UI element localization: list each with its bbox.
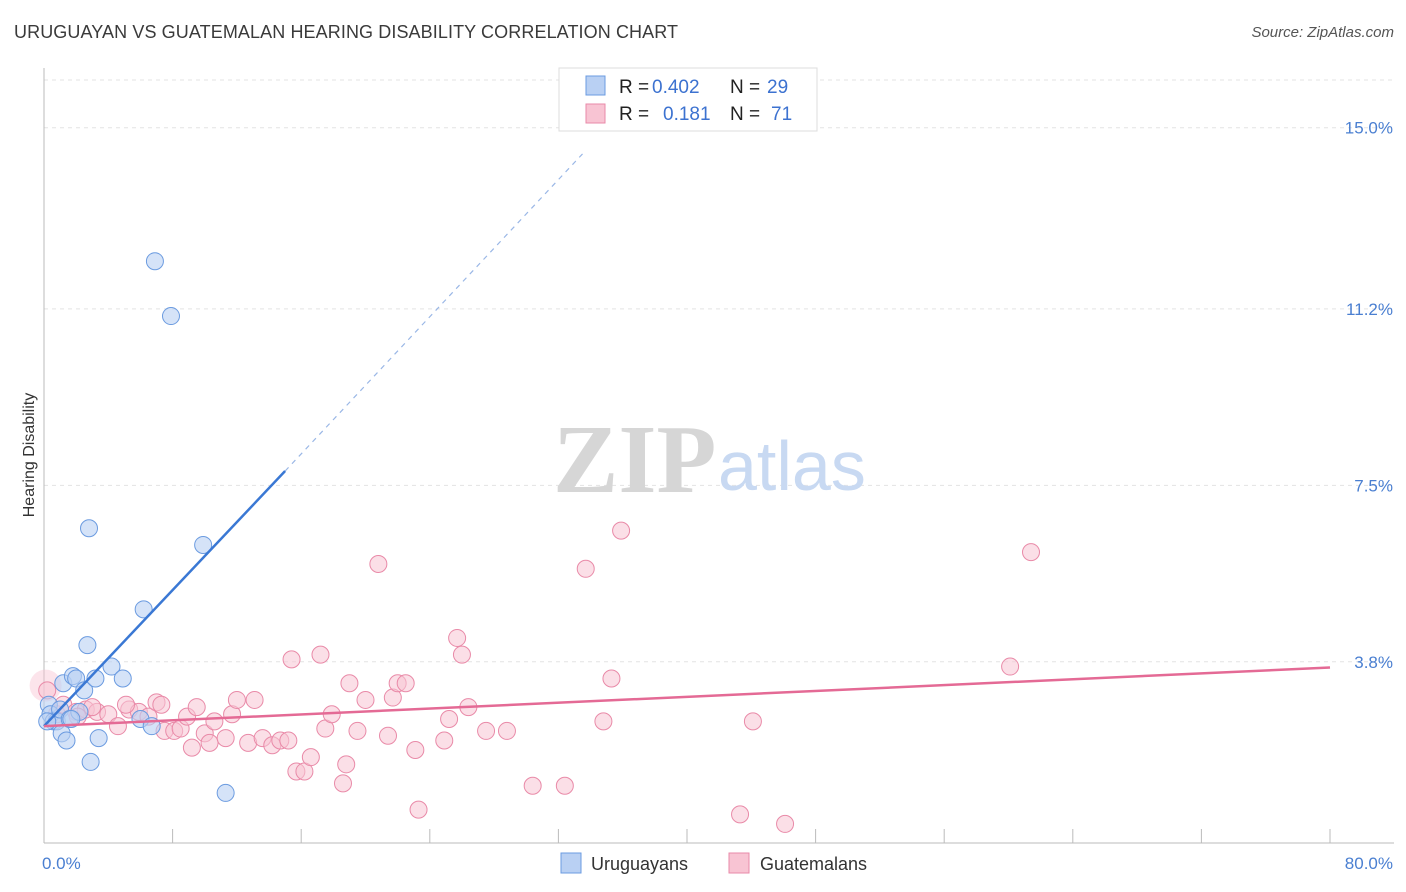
trend-lines (43, 153, 1331, 728)
guatemalans-point (731, 805, 750, 824)
guatemalans-point (523, 776, 542, 795)
uruguayans-point (113, 669, 132, 688)
series-legend: Uruguayans Guatemalans (560, 852, 867, 874)
guatemalans-point (409, 800, 428, 819)
guatemalans-point (116, 695, 135, 714)
guatemalans-points (29, 521, 1041, 833)
uruguayans-point (102, 657, 121, 676)
watermark-atlas: atlas (718, 427, 866, 505)
uruguayans-trend-extension (284, 153, 583, 472)
guatemalans-point (227, 690, 246, 709)
uruguayans-point (81, 752, 100, 771)
grid-lines (44, 79, 1394, 663)
guatemalans-point (108, 717, 127, 736)
uruguayans-point (145, 252, 164, 271)
guatemalans-point (448, 628, 467, 647)
guatemalans-point (152, 695, 171, 714)
legend-r-value-uruguayans: 0.402 (652, 77, 700, 98)
guatemalans-point (187, 698, 206, 717)
axes (43, 68, 1394, 844)
y-tick-label: 3.8% (1354, 653, 1393, 672)
x-tick-label-max: 80.0% (1345, 854, 1393, 873)
guatemalans-point (348, 721, 367, 740)
legend-r-value-guatemalans: 0.181 (663, 104, 711, 125)
stats-legend: R = 0.402 N = 29 R = 0.181 N = 71 (558, 67, 818, 132)
guatemalans-point (282, 650, 301, 669)
source-label: Source: ZipAtlas.com (1251, 24, 1394, 41)
guatemalans-point (396, 674, 415, 693)
bottom-legend-label-uruguayans: Uruguayans (591, 854, 688, 874)
guatemalans-point (576, 559, 595, 578)
legend-n-value-guatemalans: 71 (771, 104, 792, 125)
uruguayans-point (194, 535, 213, 554)
watermark: ZIP atlas (553, 406, 866, 514)
legend-swatch-uruguayans (585, 75, 606, 96)
y-axis-label: Hearing Disability (21, 393, 38, 518)
y-tick-label: 15.0% (1345, 119, 1393, 138)
guatemalans-point (602, 669, 621, 688)
guatemalans-point (369, 555, 388, 574)
bottom-legend-swatch-uruguayans (560, 852, 582, 874)
uruguayans-point (161, 307, 180, 326)
chart-title: URUGUAYAN VS GUATEMALAN HEARING DISABILI… (14, 22, 679, 42)
uruguayans-point (89, 729, 108, 748)
x-tick-label-min: 0.0% (42, 854, 81, 873)
uruguayans-point (57, 731, 76, 750)
guatemalans-point (379, 726, 398, 745)
guatemalans-point (497, 721, 516, 740)
y-tick-label: 11.2% (1346, 300, 1393, 319)
guatemalans-point (406, 741, 425, 760)
guatemalans-point (356, 690, 375, 709)
guatemalans-point (311, 645, 330, 664)
legend-r-label-guatemalans: R = (619, 104, 649, 125)
uruguayans-point (216, 783, 235, 802)
guatemalans-point (1022, 543, 1041, 562)
y-tick-label: 7.5% (1354, 476, 1393, 495)
guatemalans-point (301, 748, 320, 767)
legend-r-label-uruguayans: R = (619, 77, 649, 98)
watermark-zip: ZIP (553, 406, 716, 514)
guatemalans-point (1001, 657, 1020, 676)
guatemalans-point (776, 814, 795, 833)
guatemalans-point (612, 521, 631, 540)
guatemalans-trend-line (43, 666, 1331, 728)
guatemalans-point (245, 690, 264, 709)
uruguayans-point (134, 600, 153, 619)
guatemalans-point (205, 712, 224, 731)
y-tick-labels: 3.8% 7.5% 11.2% 15.0% (1345, 119, 1393, 672)
legend-n-label-guatemalans: N = (730, 104, 760, 125)
x-tick-labels: 0.0% 80.0% (42, 854, 1393, 873)
guatemalans-point (200, 733, 219, 752)
guatemalans-point (337, 755, 356, 774)
guatemalans-point (340, 674, 359, 693)
uruguayans-point (62, 710, 81, 729)
legend-swatch-guatemalans (585, 103, 606, 124)
guatemalans-point (182, 738, 201, 757)
uruguayans-point (78, 636, 97, 655)
guatemalans-point (452, 645, 471, 664)
guatemalans-point (216, 729, 235, 748)
bottom-legend-label-guatemalans: Guatemalans (760, 854, 867, 874)
guatemalans-point (333, 774, 352, 793)
guatemalans-point (440, 710, 459, 729)
guatemalans-point (594, 712, 613, 731)
uruguayans-point (80, 519, 99, 538)
uruguayans-trend-line (43, 470, 287, 728)
guatemalans-point (555, 776, 574, 795)
bottom-legend-swatch-guatemalans (728, 852, 750, 874)
legend-n-label-uruguayans: N = (730, 77, 760, 98)
legend-n-value-uruguayans: 29 (767, 77, 788, 98)
guatemalans-point (279, 731, 298, 750)
guatemalans-point (477, 721, 496, 740)
guatemalans-point (743, 712, 762, 731)
guatemalans-point (435, 731, 454, 750)
